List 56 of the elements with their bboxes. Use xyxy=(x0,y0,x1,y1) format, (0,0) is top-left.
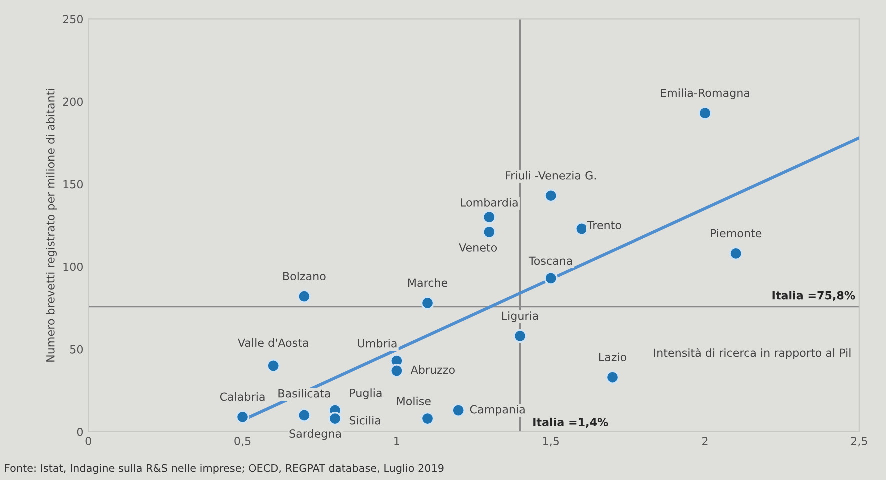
y-tick-label: 50 xyxy=(70,345,83,354)
point xyxy=(298,408,312,422)
annotation: Toscana xyxy=(528,256,572,266)
point xyxy=(698,106,712,120)
annotation: Sicilia xyxy=(350,416,380,425)
annotation: Puglia xyxy=(350,388,382,400)
point xyxy=(328,412,342,426)
ref-line-label: Italia =1,4% xyxy=(534,418,608,428)
annotation: Liguria xyxy=(502,312,538,322)
point xyxy=(575,222,589,236)
annotation: Campania xyxy=(470,405,525,416)
point xyxy=(513,329,528,344)
y-axis-title: Numero brevetti registrato per milione di abitanti xyxy=(46,89,57,362)
annotation: Emilia-Romagna xyxy=(661,88,750,100)
annotation: Lazio xyxy=(599,352,627,362)
point xyxy=(482,225,496,240)
annotation: Umbria xyxy=(358,339,397,348)
point xyxy=(390,364,404,378)
point xyxy=(266,359,280,373)
y-tick-label: 250 xyxy=(63,15,83,24)
x-tick-label: 1 xyxy=(394,437,400,446)
point xyxy=(606,370,620,384)
annotation: Trento xyxy=(587,221,622,230)
point xyxy=(298,290,312,304)
point xyxy=(420,296,435,310)
x-tick-label: 2,5 xyxy=(851,437,868,447)
point xyxy=(544,272,558,286)
point xyxy=(482,210,496,224)
x-tick-label: 0 xyxy=(86,437,92,446)
annotation: Piemonte xyxy=(711,229,762,238)
annotation: Valle d'Aosta xyxy=(238,338,308,348)
annotation: Veneto xyxy=(459,244,498,252)
y-tick-label: 100 xyxy=(64,262,83,272)
annotation: Basilicata xyxy=(278,389,330,398)
point xyxy=(544,189,558,203)
annotation: Sardegna xyxy=(290,429,342,440)
annotation: Molise xyxy=(397,396,431,406)
annotation: Abruzzo xyxy=(410,366,455,374)
x-axis-title: Intensità di ricerca in rapporto al Pil xyxy=(654,348,851,360)
point xyxy=(729,246,743,261)
x-tick-label: 2 xyxy=(702,437,708,446)
x-tick-label: 1,5 xyxy=(543,437,559,447)
x-tick-label: 0,5 xyxy=(234,437,251,447)
point xyxy=(452,404,466,418)
annotation: Marche xyxy=(408,278,448,288)
annotation: Calabria xyxy=(220,392,265,402)
annotation: Lombardia xyxy=(461,198,518,207)
annotation: Bolzano xyxy=(284,272,326,281)
y-tick-label: 0 xyxy=(77,428,83,436)
point xyxy=(420,412,435,426)
point xyxy=(236,410,250,424)
ref-line-label: Italia =75,8% xyxy=(772,291,856,302)
y-tick-label: 150 xyxy=(64,180,83,189)
y-tick-label: 200 xyxy=(63,98,83,106)
source-note: Fonte: Istat, Indagine sulla R&S nelle imprese; OECD, REGPAT database, Luglio 2019 xyxy=(5,464,444,474)
annotation: Friuli -Venezia G. xyxy=(506,171,596,180)
